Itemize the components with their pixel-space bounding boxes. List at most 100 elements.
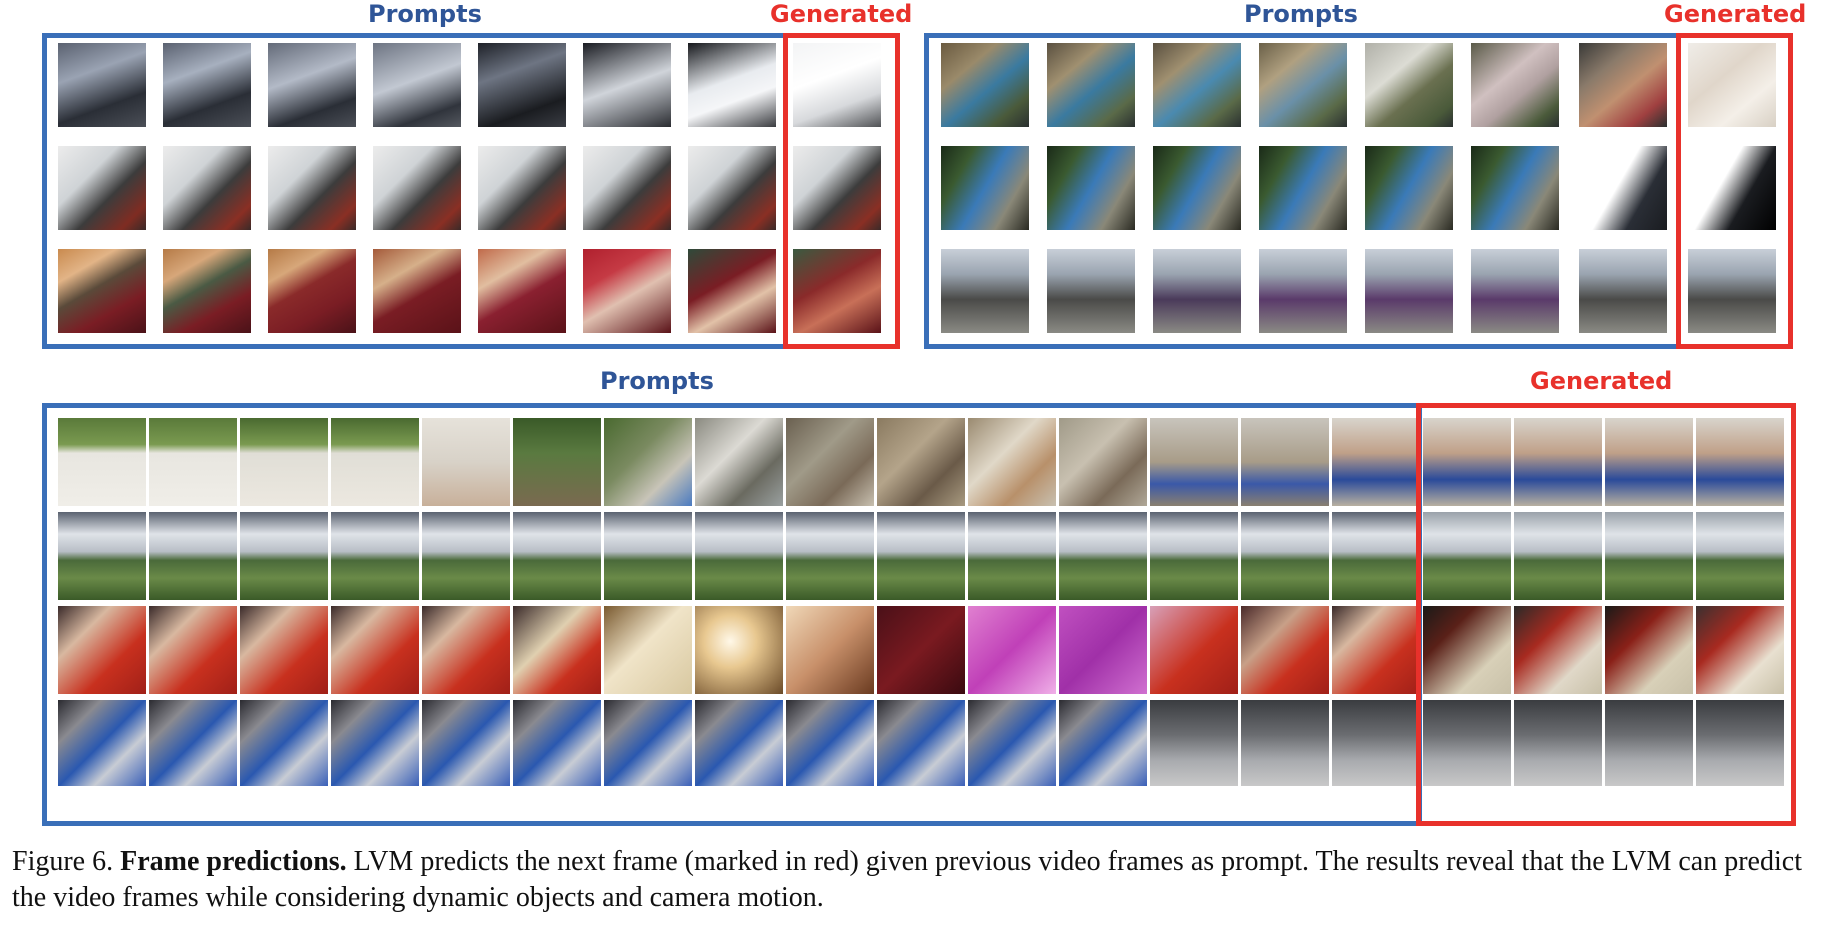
video-frame bbox=[1688, 146, 1776, 230]
video-frame bbox=[268, 146, 356, 230]
video-frame bbox=[1150, 418, 1238, 506]
video-frame bbox=[877, 418, 965, 506]
video-frame bbox=[1332, 512, 1420, 600]
video-frame bbox=[1150, 700, 1238, 786]
top-left-generated-box bbox=[783, 33, 900, 349]
video-frame bbox=[1514, 606, 1602, 694]
video-frame bbox=[786, 700, 874, 786]
video-frame bbox=[268, 249, 356, 333]
video-frame bbox=[1332, 606, 1420, 694]
video-frame bbox=[1579, 43, 1667, 127]
video-frame bbox=[583, 249, 671, 333]
video-frame bbox=[513, 418, 601, 506]
video-frame bbox=[1047, 249, 1135, 333]
video-frame bbox=[58, 43, 146, 127]
video-frame bbox=[1423, 606, 1511, 694]
video-frame bbox=[968, 418, 1056, 506]
figure-caption: Figure 6. Frame predictions. LVM predict… bbox=[12, 844, 1818, 916]
video-frame bbox=[941, 43, 1029, 127]
video-frame bbox=[968, 606, 1056, 694]
video-frame bbox=[583, 146, 671, 230]
video-frame bbox=[604, 606, 692, 694]
video-frame bbox=[877, 606, 965, 694]
video-frame bbox=[604, 418, 692, 506]
video-frame bbox=[941, 146, 1029, 230]
video-frame bbox=[1688, 43, 1776, 127]
video-frame bbox=[163, 249, 251, 333]
video-frame bbox=[968, 512, 1056, 600]
video-frame bbox=[1688, 249, 1776, 333]
top-right-generated-label: Generated bbox=[1664, 0, 1807, 28]
video-frame bbox=[786, 512, 874, 600]
video-frame bbox=[1259, 43, 1347, 127]
video-frame bbox=[513, 606, 601, 694]
video-frame bbox=[786, 418, 874, 506]
bottom-generated-box bbox=[1416, 403, 1796, 826]
top-right-prompts-box bbox=[924, 33, 1681, 349]
video-frame bbox=[1605, 606, 1693, 694]
video-frame bbox=[422, 512, 510, 600]
video-frame bbox=[1696, 512, 1784, 600]
video-frame bbox=[1471, 146, 1559, 230]
video-frame bbox=[1514, 512, 1602, 600]
video-frame bbox=[1423, 418, 1511, 506]
video-frame bbox=[1241, 418, 1329, 506]
video-frame bbox=[877, 700, 965, 786]
video-frame bbox=[422, 418, 510, 506]
video-frame bbox=[331, 606, 419, 694]
video-frame bbox=[422, 606, 510, 694]
video-frame bbox=[163, 43, 251, 127]
top-right-prompts-label: Prompts bbox=[1244, 0, 1358, 28]
video-frame bbox=[478, 146, 566, 230]
video-frame bbox=[1696, 700, 1784, 786]
video-frame bbox=[1059, 606, 1147, 694]
video-frame bbox=[968, 700, 1056, 786]
video-frame bbox=[268, 43, 356, 127]
video-frame bbox=[695, 700, 783, 786]
video-frame bbox=[1150, 606, 1238, 694]
video-frame bbox=[240, 700, 328, 786]
video-frame bbox=[1696, 418, 1784, 506]
video-frame bbox=[1605, 700, 1693, 786]
video-frame bbox=[1047, 43, 1135, 127]
video-frame bbox=[1059, 512, 1147, 600]
video-frame bbox=[1047, 146, 1135, 230]
video-frame bbox=[149, 606, 237, 694]
video-frame bbox=[877, 512, 965, 600]
video-frame bbox=[1332, 418, 1420, 506]
video-frame bbox=[163, 146, 251, 230]
video-frame bbox=[331, 418, 419, 506]
video-frame bbox=[58, 606, 146, 694]
video-frame bbox=[1696, 606, 1784, 694]
video-frame bbox=[478, 249, 566, 333]
video-frame bbox=[695, 512, 783, 600]
video-frame bbox=[688, 146, 776, 230]
top-left-generated-label: Generated bbox=[770, 0, 913, 28]
video-frame bbox=[1423, 700, 1511, 786]
video-frame bbox=[422, 700, 510, 786]
video-frame bbox=[793, 249, 881, 333]
video-frame bbox=[1471, 249, 1559, 333]
video-frame bbox=[1579, 249, 1667, 333]
figure-number: Figure 6. bbox=[12, 846, 114, 877]
top-left-prompts-label: Prompts bbox=[368, 0, 482, 28]
video-frame bbox=[1059, 700, 1147, 786]
video-frame bbox=[941, 249, 1029, 333]
video-frame bbox=[1259, 249, 1347, 333]
video-frame bbox=[1153, 249, 1241, 333]
video-frame bbox=[240, 418, 328, 506]
video-frame bbox=[786, 606, 874, 694]
bottom-prompts-box bbox=[42, 403, 1422, 826]
video-frame bbox=[1514, 418, 1602, 506]
video-frame bbox=[331, 512, 419, 600]
video-frame bbox=[1241, 512, 1329, 600]
video-frame bbox=[1153, 146, 1241, 230]
top-right-generated-box bbox=[1676, 33, 1793, 349]
video-frame bbox=[695, 606, 783, 694]
video-frame bbox=[240, 606, 328, 694]
video-frame bbox=[149, 512, 237, 600]
video-frame bbox=[793, 43, 881, 127]
video-frame bbox=[604, 700, 692, 786]
video-frame bbox=[1241, 606, 1329, 694]
video-frame bbox=[373, 249, 461, 333]
